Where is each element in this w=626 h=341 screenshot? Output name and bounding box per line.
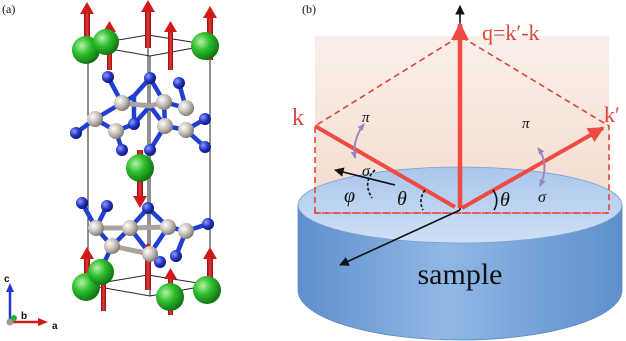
pi-left-label: π <box>362 110 370 126</box>
green-atom <box>193 276 221 304</box>
polarization-arc-left <box>350 123 365 159</box>
gray-atoms <box>87 94 194 262</box>
k-prime-label: k′ <box>604 102 620 127</box>
panel-a-crystal-structure: (a) <box>2 0 221 332</box>
scattered-beam-k-prime <box>461 126 605 210</box>
blue-atom <box>144 72 156 84</box>
gray-atom <box>178 122 194 138</box>
sample-label: sample <box>418 258 503 291</box>
panel-b-label: (b) <box>302 2 316 16</box>
gray-atom <box>178 100 194 116</box>
theta-right-label: θ <box>500 189 510 211</box>
theta-arc-right <box>492 189 498 211</box>
sigma-left-label: σ <box>362 163 371 180</box>
azimuth-axis-arrow <box>334 167 396 186</box>
dashed-construction <box>314 35 610 214</box>
theta-arc-left <box>420 189 426 211</box>
gray-atom <box>88 220 104 236</box>
blue-atom <box>142 202 154 214</box>
axes-triad: c b a <box>4 274 58 332</box>
green-atom <box>191 32 219 60</box>
blue-atom <box>128 118 140 130</box>
gray-atom <box>157 118 173 134</box>
phi-arc <box>366 169 376 199</box>
green-atom <box>72 36 100 64</box>
blue-atom <box>199 141 211 153</box>
spin-arrow-up <box>80 2 94 58</box>
blue-atom <box>101 200 113 212</box>
blue-atom <box>116 144 128 156</box>
axis-c-label: c <box>4 274 10 285</box>
blue-atom <box>70 127 82 139</box>
green-atoms <box>72 29 221 311</box>
pi-right-label: π <box>522 116 530 132</box>
q-label: q=k′-k <box>482 20 540 45</box>
blue-atom <box>170 250 182 262</box>
theta-left-label: θ <box>397 188 407 210</box>
axis-b-label: b <box>21 311 27 322</box>
green-atom <box>88 259 114 285</box>
blue-atom <box>76 197 88 209</box>
polarization-arc-right <box>537 147 546 187</box>
blue-atom <box>202 218 214 230</box>
green-atom <box>126 154 154 182</box>
blue-atoms <box>70 71 214 271</box>
gray-atom <box>160 219 176 235</box>
axis-a-label: a <box>52 321 58 332</box>
gray-atom <box>108 123 124 139</box>
gray-atom <box>104 238 120 254</box>
blue-atom <box>173 77 185 89</box>
blue-atom <box>144 144 156 156</box>
gray-atom <box>156 94 172 110</box>
gray-atom <box>178 223 194 239</box>
spin-arrow-up <box>141 0 155 48</box>
green-atom <box>93 29 119 55</box>
in-plane-axis-arrow <box>339 209 461 266</box>
blue-atom <box>199 113 211 125</box>
blue-atom <box>102 71 114 83</box>
gray-atom <box>122 220 138 236</box>
panel-b-scattering-geometry: (b) sample q=k′-k k k′ π <box>292 2 623 341</box>
phi-label: φ <box>344 185 355 207</box>
green-atom <box>156 283 184 311</box>
panel-a-label: (a) <box>2 2 15 16</box>
incident-beam-k <box>313 124 457 209</box>
k-label: k <box>292 105 304 131</box>
sigma-right-label: σ <box>538 189 547 206</box>
gray-atom <box>114 95 130 111</box>
spin-arrow-up <box>164 21 177 70</box>
gray-atom <box>87 111 103 127</box>
gray-atom <box>142 246 158 262</box>
blue-atom <box>154 256 166 268</box>
